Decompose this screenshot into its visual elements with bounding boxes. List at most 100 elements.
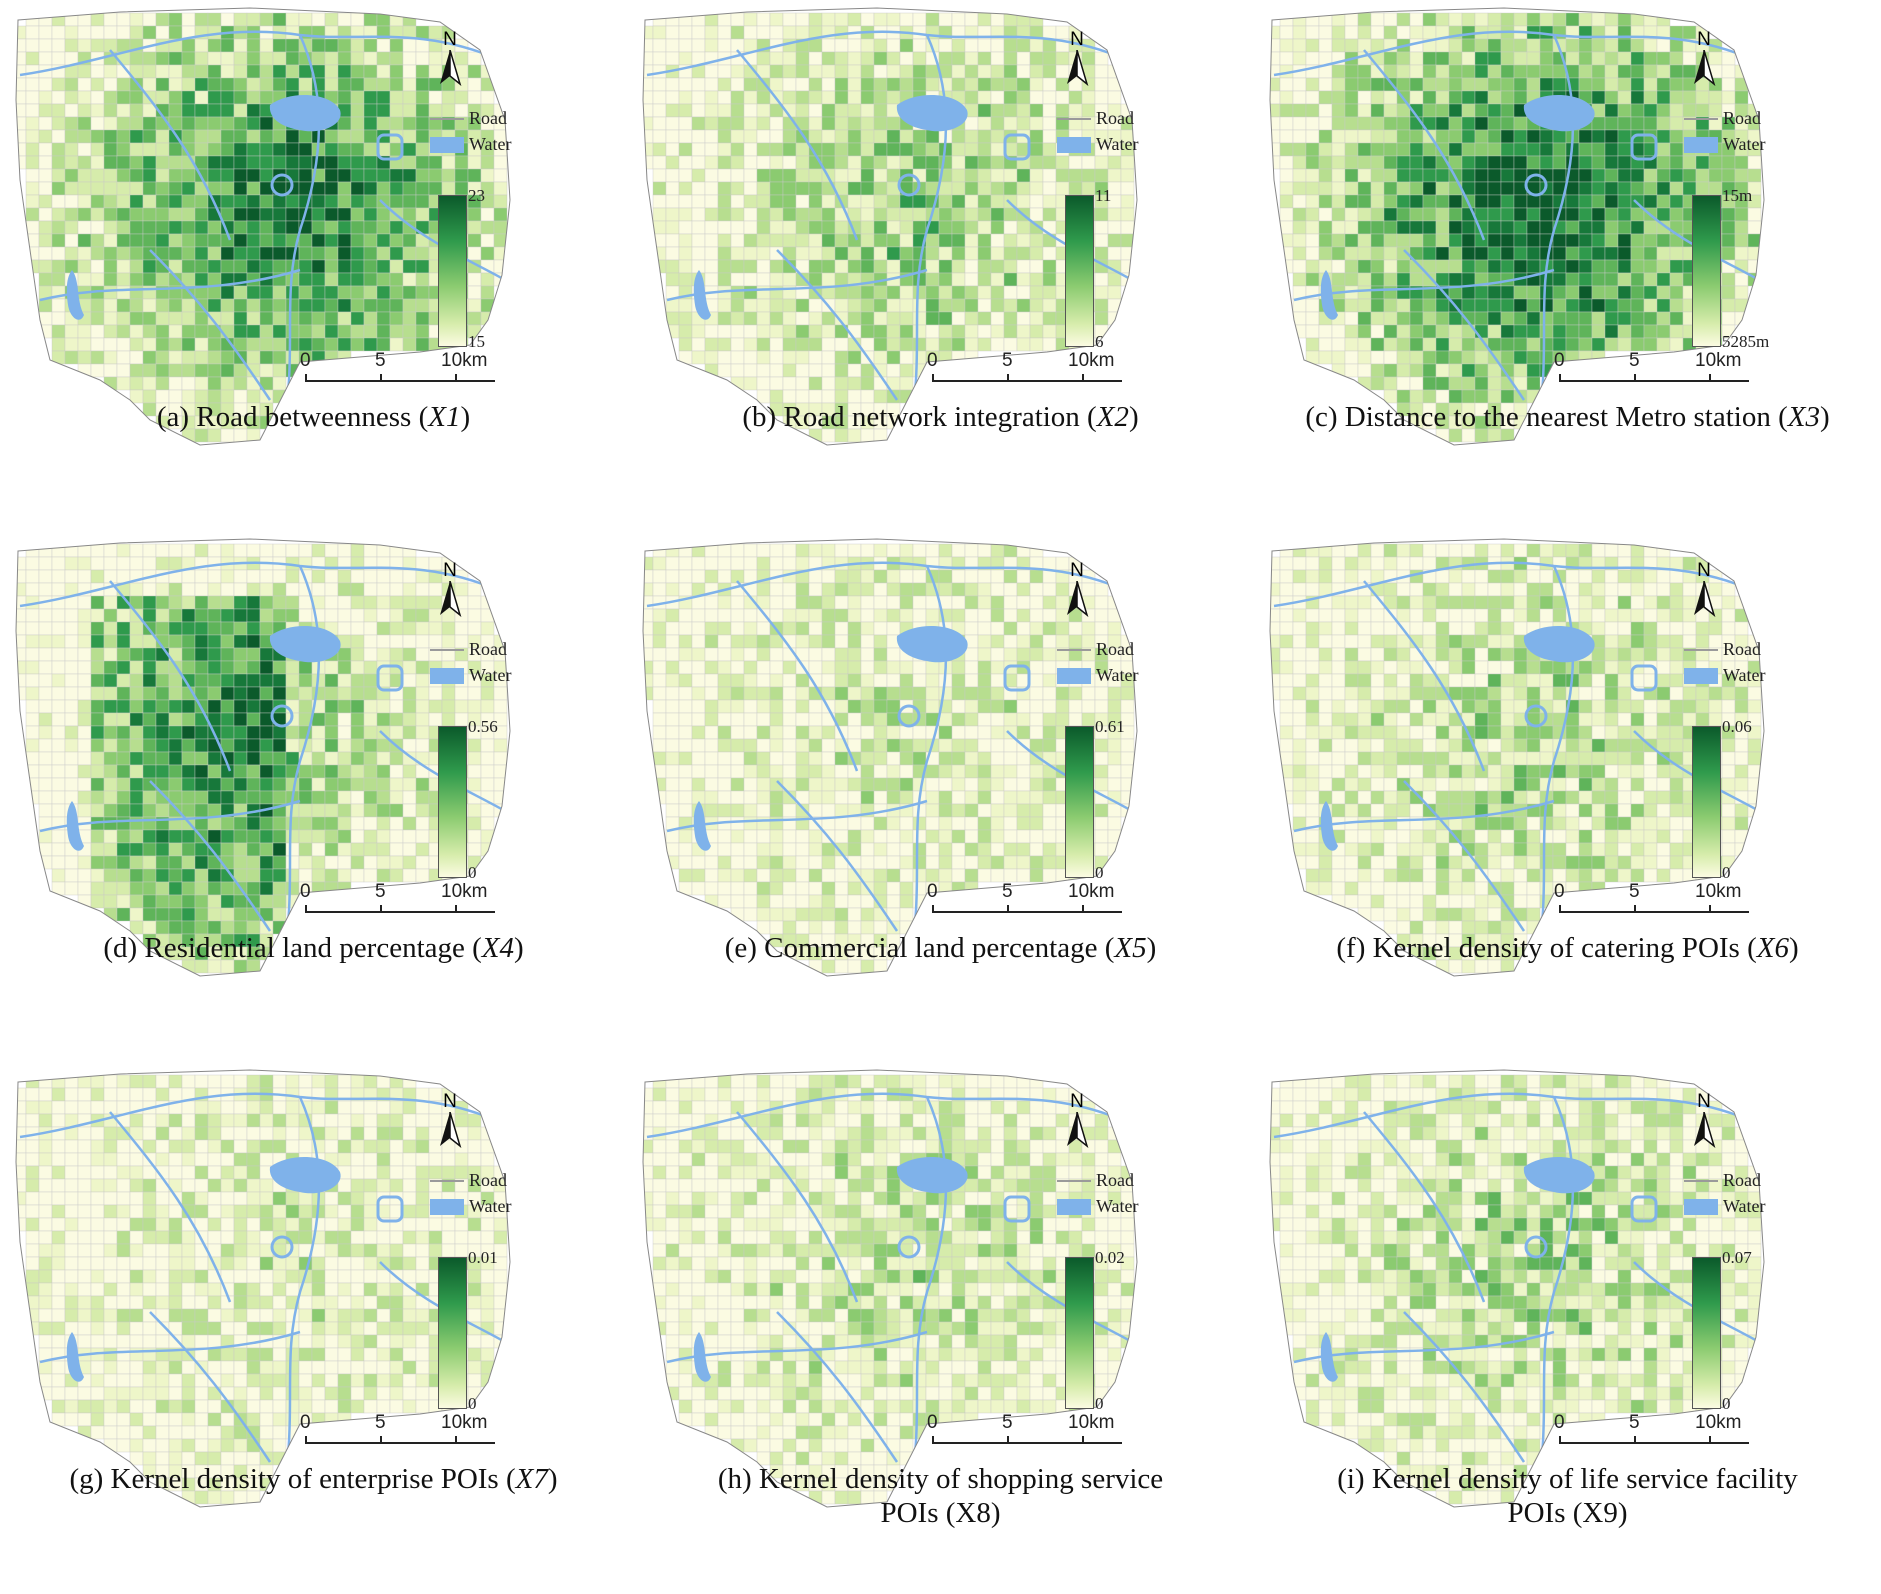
map-cell [951, 181, 966, 196]
map-cell [808, 725, 823, 740]
map-cell [769, 155, 784, 170]
map-cell [1016, 168, 1031, 183]
map-cell [363, 285, 378, 300]
map-cell [873, 350, 888, 365]
map-cell [376, 582, 391, 597]
map-cell [769, 738, 784, 753]
caption-close: ) [1819, 401, 1830, 433]
map-cell [259, 660, 274, 675]
map-cell [899, 569, 914, 584]
map-cell [652, 660, 667, 675]
map-cell [38, 12, 53, 27]
map-cell [480, 621, 495, 636]
map-cell [246, 790, 261, 805]
map-cell [220, 595, 235, 610]
map-cell [977, 285, 992, 300]
map-cell [233, 168, 248, 183]
map-cell [181, 777, 196, 792]
map-cell [1487, 376, 1502, 391]
map-cell [730, 350, 745, 365]
map-cell [324, 699, 339, 714]
map-cell [730, 324, 745, 339]
map-cell [1526, 220, 1541, 235]
map-cell [207, 829, 222, 844]
map-cell [1318, 90, 1333, 105]
map-cell [51, 608, 66, 623]
map-cell [389, 725, 404, 740]
map-cell [389, 103, 404, 118]
map-cell [769, 363, 784, 378]
map-cell [1396, 259, 1411, 274]
map-cell [285, 77, 300, 92]
map-cell [1270, 129, 1281, 144]
map-cell [324, 129, 339, 144]
map-cell [363, 686, 378, 701]
map-cell [246, 842, 261, 857]
map-cell [51, 311, 66, 326]
map-cell [990, 90, 1005, 105]
map-cell [821, 142, 836, 157]
map-cell [873, 595, 888, 610]
map-cell [925, 168, 940, 183]
map-cell [233, 712, 248, 727]
map-cell [38, 142, 53, 157]
map-cell [1292, 129, 1307, 144]
map-cell [1029, 311, 1044, 326]
map-cell [951, 660, 966, 675]
map-cell [1016, 608, 1031, 623]
map-cell [717, 77, 732, 92]
map-cell [259, 790, 274, 805]
map-cell [1435, 259, 1450, 274]
lake [1523, 94, 1595, 132]
map-cell [743, 337, 758, 352]
scale-bar: 0 5 10km [300, 350, 505, 395]
map-cell [363, 569, 378, 584]
map-cell [194, 220, 209, 235]
map-cell [155, 311, 170, 326]
map-cell [376, 285, 391, 300]
map-cell [1279, 90, 1294, 105]
map-cell [389, 285, 404, 300]
north-label: N [1697, 29, 1711, 50]
map-cell [730, 194, 745, 209]
map-cell [643, 129, 654, 144]
map-cell [1318, 129, 1333, 144]
map-cell [652, 569, 667, 584]
map-cell [220, 816, 235, 831]
map-cell [1094, 686, 1109, 701]
map-cell [415, 803, 430, 818]
map-cell [730, 103, 745, 118]
map-cell [1630, 311, 1645, 326]
map-cell [1279, 207, 1294, 222]
map-cell [1422, 155, 1437, 170]
map-cell [1003, 233, 1018, 248]
map-cell [142, 259, 157, 274]
map-cell [1068, 181, 1083, 196]
map-cell [298, 324, 313, 339]
map-cell [77, 712, 92, 727]
map-cell [363, 699, 378, 714]
map-cell [1669, 168, 1684, 183]
map-cell [717, 621, 732, 636]
map-cell [1279, 181, 1294, 196]
map-cell [886, 311, 901, 326]
map-cell [220, 64, 235, 79]
map-cell [389, 829, 404, 844]
map-cell [977, 12, 992, 27]
map-cell [272, 311, 287, 326]
map-cell [886, 595, 901, 610]
map-cell [1604, 246, 1619, 261]
map-cell [194, 376, 209, 391]
map-cell [38, 259, 53, 274]
map-cell [1643, 116, 1658, 131]
map-cell [1370, 103, 1385, 118]
map-cells [1270, 12, 1762, 443]
map-cell [142, 324, 157, 339]
map-cell [1500, 311, 1515, 326]
map-cell [311, 285, 326, 300]
river-line [19, 561, 501, 608]
map-cell [1474, 363, 1489, 378]
map-cell [756, 311, 771, 326]
map-cell [704, 777, 719, 792]
map-cell [64, 699, 79, 714]
